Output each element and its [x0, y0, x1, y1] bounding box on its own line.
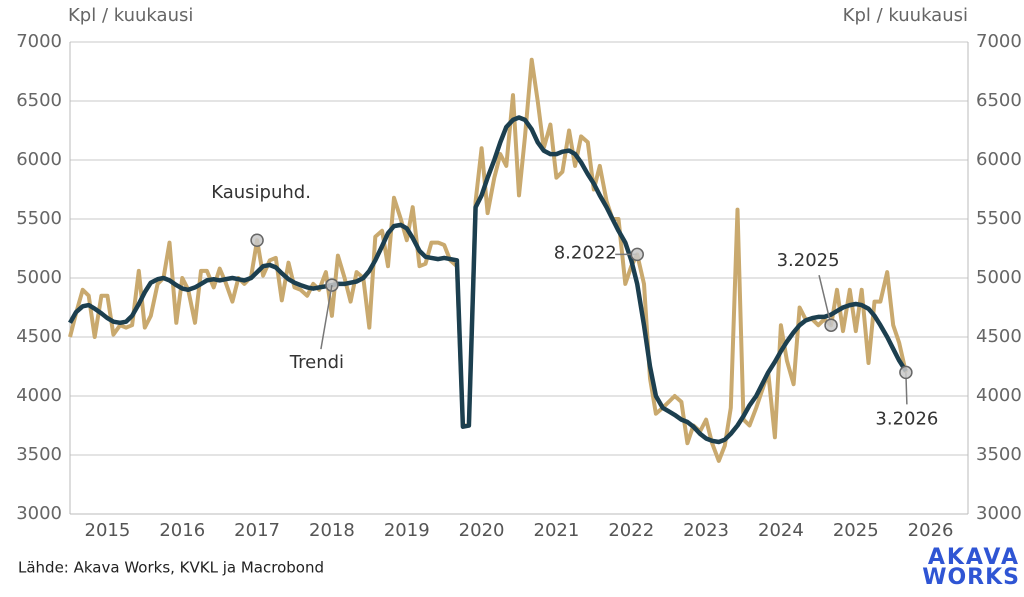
series-label: Kausipuhd. [211, 182, 311, 203]
y2-tick-label: 3000 [976, 503, 1022, 524]
x-tick-label: 2022 [608, 520, 654, 541]
x-tick-label: 2015 [85, 520, 131, 541]
y-tick-label: 4000 [16, 385, 62, 406]
y-tick-label: 5500 [16, 208, 62, 229]
series-line [68, 115, 908, 445]
logo: AKAVA [928, 545, 1020, 570]
y2-tick-label: 6000 [976, 149, 1022, 170]
annotation-marker [899, 365, 913, 380]
x-tick-label: 2025 [833, 520, 879, 541]
y-axis-title: Kpl / kuukausi [68, 5, 193, 26]
series-label: Trendi [289, 352, 344, 373]
y2-tick-label: 7000 [976, 31, 1022, 52]
x-tick-label: 2018 [309, 520, 355, 541]
annotation-label: 3.2025 [777, 250, 840, 271]
series-marker [250, 233, 264, 247]
x-tick-label: 2026 [908, 520, 954, 541]
y-tick-label: 5000 [16, 267, 62, 288]
y-tick-label: 4500 [16, 326, 62, 347]
x-tick-label: 2019 [384, 520, 430, 541]
annotation-marker [630, 247, 644, 262]
x-tick-label: 2021 [534, 520, 580, 541]
y2-tick-label: 3500 [976, 444, 1022, 465]
x-tick-label: 2024 [758, 520, 804, 541]
y2-tick-label: 4500 [976, 326, 1022, 347]
x-tick-label: 2020 [459, 520, 505, 541]
logo: WORKS [922, 565, 1020, 590]
x-tick-label: 2017 [234, 520, 280, 541]
source: Lähde: Akava Works, KVKL ja Macrobond [18, 559, 324, 577]
y-tick-label: 3000 [16, 503, 62, 524]
y2-axis-title: Kpl / kuukausi [843, 5, 968, 26]
y2-tick-label: 5000 [976, 267, 1022, 288]
x-tick-label: 2016 [159, 520, 205, 541]
annotation-label: 8.2022 [554, 242, 617, 263]
leader-line [818, 275, 832, 326]
y-tick-label: 6500 [16, 90, 62, 111]
annotation-marker [824, 318, 838, 332]
annotation-label: 3.2026 [875, 408, 938, 429]
y2-tick-label: 6500 [976, 90, 1022, 111]
y-tick-label: 3500 [16, 444, 62, 465]
x-tick-label: 2023 [683, 520, 729, 541]
leader-line [320, 284, 333, 350]
y2-tick-label: 4000 [976, 385, 1022, 406]
y-tick-label: 7000 [16, 31, 62, 52]
y-tick-label: 6000 [16, 149, 62, 170]
y2-tick-label: 5500 [976, 208, 1022, 229]
